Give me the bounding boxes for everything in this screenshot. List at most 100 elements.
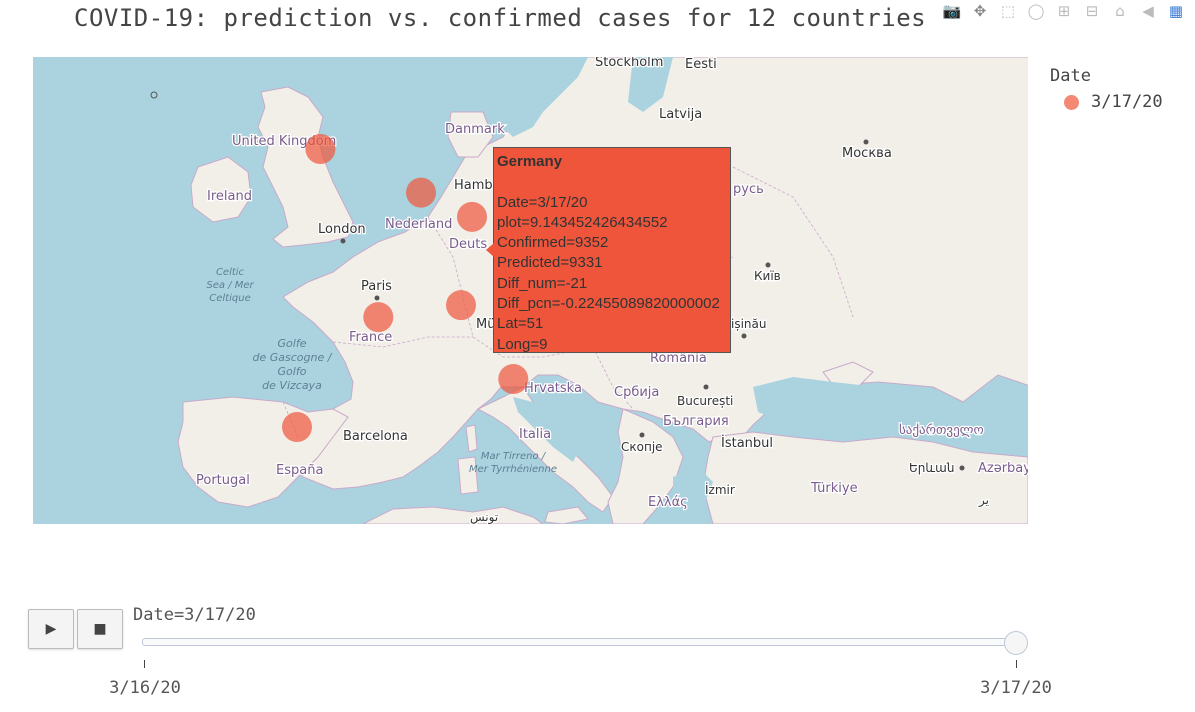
- tooltip-line-diff-num: Diff_num=-21: [497, 274, 588, 292]
- land-great-britain: [257, 86, 354, 248]
- map-marker-switzerland[interactable]: [446, 290, 476, 321]
- home-icon[interactable]: ⌂: [1115, 2, 1125, 20]
- tooltip-line-predicted: Predicted=9331: [497, 254, 603, 272]
- map-label-nederland: Nederland: [385, 217, 452, 232]
- legend-title: Date: [1050, 66, 1091, 86]
- baltic-inlet: [628, 57, 673, 112]
- adriatic-sea: [513, 397, 578, 462]
- tooltip-line-lat: Lat=51: [497, 315, 544, 333]
- tooltip-pointer: [486, 243, 494, 257]
- map-label-iran: یر: [978, 493, 989, 508]
- map-label-italia: Italia: [519, 427, 551, 442]
- tooltip-line-plot: plot=9.143452426434552: [497, 213, 668, 231]
- map-label-bulgaria: България: [663, 414, 729, 429]
- zoom-out-icon[interactable]: ⊟: [1085, 2, 1099, 20]
- map-label-azerbaijan: Azərbay: [978, 461, 1028, 476]
- black-sea: [753, 377, 923, 435]
- lasso-icon[interactable]: ◯: [1027, 2, 1045, 20]
- map-label-eesti: Eesti: [685, 57, 717, 72]
- play-icon: ▶: [45, 621, 57, 637]
- pan-icon[interactable]: ✥: [973, 2, 987, 20]
- land-denmark: [447, 111, 494, 158]
- slider-tick: [144, 660, 145, 668]
- map-markers: [282, 134, 529, 442]
- map-label-srbija: Србија: [614, 385, 659, 400]
- map-label-paris: Paris: [361, 279, 392, 294]
- city-dot-bucuresti: [703, 384, 709, 390]
- slider-current-value: Date=3/17/20: [133, 605, 256, 625]
- map-label-istanbul: İstanbul: [721, 435, 773, 451]
- slider-tick: [1016, 660, 1017, 668]
- border-1: [427, 216, 474, 338]
- map-marker-italy[interactable]: [498, 364, 529, 394]
- map-label-tunis: تونس: [470, 510, 498, 524]
- map-label-turkiye: Türkiye: [810, 481, 858, 496]
- map-labels: Stockholm EestiLatvijaDanmarkМоскваUnited…: [195, 57, 1028, 524]
- map-label-barcelona: Barcelona: [343, 429, 408, 444]
- map-label-georgia: საქართველო: [899, 423, 984, 438]
- box-select-icon[interactable]: ⬚: [1000, 2, 1016, 20]
- city-dot-skopje: [639, 432, 645, 438]
- city-dot-paris: [374, 295, 380, 301]
- legend: Date 3/17/20: [1050, 66, 1163, 112]
- land-corsica: [465, 424, 478, 453]
- map-label-moskva: Москва: [842, 146, 892, 161]
- city-dot-london: [340, 238, 346, 244]
- slider-rail[interactable]: [142, 638, 1026, 646]
- map-marker-germany[interactable]: [457, 201, 487, 232]
- map-label-bucuresti: București: [677, 394, 733, 408]
- map-label-golfe: Golfe de Gascogne / Golfo de Vizcaya: [253, 337, 333, 392]
- map-label-ireland: Ireland: [207, 189, 252, 204]
- slider-handle[interactable]: [1004, 631, 1028, 655]
- map-marker-france[interactable]: [363, 302, 394, 333]
- tooltip-line-long: Long=9: [497, 335, 548, 353]
- legend-item[interactable]: 3/17/20: [1050, 92, 1163, 112]
- slider-tick-label[interactable]: 3/17/20: [980, 678, 1052, 698]
- tooltip-line-date: Date=3/17/20: [497, 193, 588, 211]
- map-label-skopje: Скопје: [621, 440, 663, 454]
- plotly-logo-icon[interactable]: ▦: [1168, 2, 1184, 20]
- map-label-london: London: [318, 222, 366, 237]
- border-6: [732, 166, 854, 318]
- city-dots: [150, 91, 965, 471]
- city-dot-yerevan: [959, 465, 965, 471]
- map-label-espana: España: [276, 463, 323, 478]
- map-label-tyrrhenian: Mar Tirreno / Mer Tyrrhénienne: [469, 451, 557, 475]
- land-north-africa: [362, 506, 544, 524]
- city-dot-misc: [150, 91, 158, 99]
- stop-icon: ■: [93, 621, 107, 637]
- city-dot-chisinau: [741, 333, 747, 339]
- land-balkans: [607, 408, 684, 524]
- land-italy: [476, 386, 614, 513]
- aegean-sea: [673, 467, 713, 517]
- slider-tick-label[interactable]: 3/16/20: [109, 678, 181, 698]
- map-label-deutschland: Deuts: [449, 237, 487, 252]
- water-group: [503, 57, 923, 517]
- stop-button[interactable]: ■: [77, 609, 123, 649]
- tooltip-line-diff-pcn: Diff_pcn=-0.22455089820000002: [497, 295, 720, 313]
- map-label-latvija: Latvija: [659, 107, 702, 122]
- camera-icon[interactable]: 📷: [942, 2, 962, 20]
- zoom-in-icon[interactable]: ⊞: [1057, 2, 1071, 20]
- city-dot-kyiv: [765, 262, 771, 268]
- play-button[interactable]: ▶: [28, 609, 74, 649]
- map-label-hrvatska: Hrvatska: [524, 381, 582, 396]
- spike-lines-icon[interactable]: ◀: [1142, 2, 1154, 20]
- map-marker-spain[interactable]: [282, 412, 312, 442]
- legend-item-label: 3/17/20: [1091, 92, 1163, 112]
- modebar: 📷 ✥ ⬚ ◯ ⊞ ⊟ ⌂ ◀ ▦: [941, 0, 1187, 22]
- map-label-romania: România: [650, 351, 707, 366]
- map-label-izmir: İzmir: [705, 482, 735, 497]
- map-label-chisinau: ișinău: [731, 317, 766, 331]
- tooltip-spacer: [497, 172, 727, 192]
- land-ireland: [190, 156, 252, 223]
- baltic-sea: [503, 57, 588, 137]
- map-marker-netherlands[interactable]: [406, 177, 436, 208]
- chart-title: COVID-19: prediction vs. confirmed cases…: [74, 4, 927, 32]
- map-marker-united-kingdom[interactable]: [305, 134, 336, 164]
- land-sicily: [544, 506, 589, 524]
- tooltip-country-name: Germany: [497, 153, 563, 170]
- map-label-portugal: Portugal: [196, 473, 250, 488]
- legend-marker-icon: [1064, 94, 1079, 110]
- map-label-belarus: русь: [733, 182, 764, 197]
